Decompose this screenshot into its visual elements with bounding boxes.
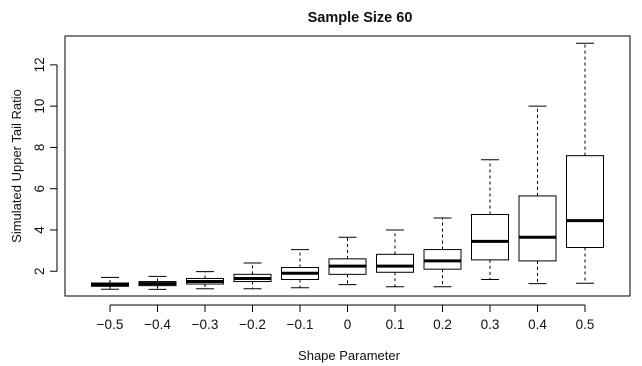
y-axis: 2 4 6 8 10 12 bbox=[32, 57, 58, 275]
box-1 bbox=[138, 275, 177, 290]
y-tick-label: 6 bbox=[32, 185, 47, 193]
x-axis-label: Shape Parameter bbox=[298, 348, 401, 363]
box-8 bbox=[471, 159, 509, 280]
y-tick-label: 8 bbox=[32, 144, 47, 152]
box-2 bbox=[186, 271, 224, 290]
plot-frame bbox=[64, 35, 631, 297]
chart-title: Sample Size 60 bbox=[308, 10, 413, 26]
box-10 bbox=[566, 42, 604, 284]
box-9 bbox=[518, 105, 557, 285]
x-tick-label: −0.2 bbox=[239, 317, 266, 332]
box-6 bbox=[376, 229, 414, 288]
box-3 bbox=[233, 262, 272, 290]
box-iqr bbox=[423, 249, 462, 270]
x-tick-label: 0.1 bbox=[386, 317, 405, 332]
box-7 bbox=[423, 217, 462, 288]
x-tick-label: 0.4 bbox=[528, 317, 547, 332]
box-series bbox=[91, 42, 604, 290]
y-tick-label: 2 bbox=[32, 267, 47, 275]
x-tick-label: 0.3 bbox=[481, 317, 500, 332]
x-tick-label: −0.5 bbox=[97, 317, 124, 332]
x-axis: −0.5 −0.4 −0.3 −0.2 −0.1 0 0.1 0.2 0.3 0.4 0.5 bbox=[97, 304, 595, 332]
box-iqr bbox=[518, 195, 557, 262]
x-tick-label: 0.2 bbox=[433, 317, 452, 332]
box-5 bbox=[328, 236, 367, 286]
x-tick-label: −0.3 bbox=[192, 317, 219, 332]
box-0 bbox=[91, 276, 129, 290]
x-tick-label: −0.1 bbox=[287, 317, 314, 332]
box-iqr bbox=[566, 155, 604, 249]
y-axis-label: Simulated Upper Tail Ratio bbox=[9, 89, 24, 243]
box-iqr bbox=[471, 213, 509, 261]
box-iqr bbox=[376, 253, 414, 273]
y-tick-label: 10 bbox=[32, 99, 47, 114]
x-tick-label: 0 bbox=[344, 317, 352, 332]
x-tick-label: −0.4 bbox=[144, 317, 171, 332]
x-tick-label: 0.5 bbox=[576, 317, 595, 332]
y-tick-label: 4 bbox=[32, 226, 47, 234]
y-tick-label: 12 bbox=[32, 57, 47, 72]
box-4 bbox=[281, 249, 319, 289]
